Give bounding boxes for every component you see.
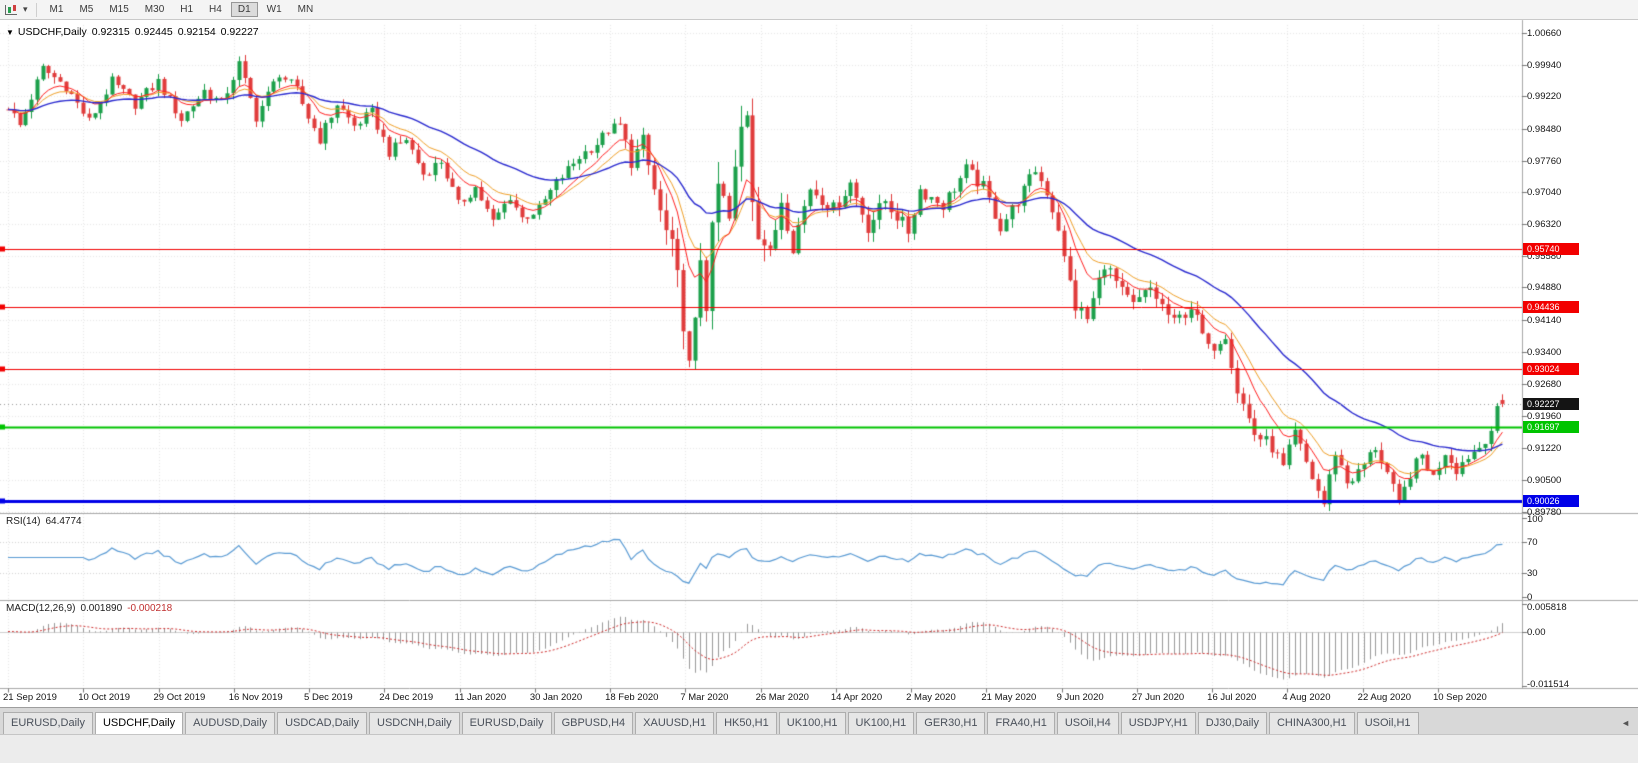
timeframe-button-w1[interactable]: W1: [266, 4, 282, 15]
timeframe-button-m5[interactable]: M5: [79, 4, 94, 15]
tab-ger30-h1[interactable]: GER30,H1: [916, 712, 986, 734]
timeframe-button-h4[interactable]: H4: [209, 4, 222, 15]
tab-dj30-daily[interactable]: DJ30,Daily: [1197, 712, 1267, 734]
toolbar-separator: [35, 2, 37, 17]
status-strip: [0, 734, 1638, 763]
tab-usdcad-daily[interactable]: USDCAD,Daily: [277, 712, 368, 734]
timeframe-button-d1[interactable]: D1: [230, 2, 258, 17]
chart-tabs-bar: EURUSD,Daily USDCHF,Daily AUDUSD,Daily USDC…: [0, 707, 1638, 734]
tab-uk100-h1[interactable]: UK100,H1: [847, 712, 915, 734]
tab-hk50-h1[interactable]: HK50,H1: [716, 712, 777, 734]
rsi-name: RSI(14): [6, 516, 41, 527]
macd-main-value: 0.001890: [80, 603, 123, 614]
tab-usdjpy-h1[interactable]: USDJPY,H1: [1120, 712, 1196, 734]
timeframe-toolbar: ▾ M1 M5 M15 M30 H1 H4 D1 W1 MN: [0, 0, 1638, 20]
tab-eurusd-daily[interactable]: EURUSD,Daily: [3, 712, 93, 734]
tab-fra40-h1[interactable]: FRA40,H1: [987, 712, 1055, 734]
tab-uk100-h1[interactable]: UK100,H1: [778, 712, 846, 734]
timeframe-button-group: M1 M5 M15 M30 H1 H4 D1 W1 MN: [42, 2, 322, 17]
rsi-value: 64.4774: [45, 516, 82, 527]
tab-xauusd-h1[interactable]: XAUUSD,H1: [635, 712, 715, 734]
macd-indicator-label: MACD(12,26,9) 0.001890 -0.000218: [6, 603, 172, 614]
ohlc-open-value: 0.92315: [91, 26, 130, 38]
timeframe-button-m30[interactable]: M30: [144, 4, 165, 15]
tab-gbpusd-h4[interactable]: GBPUSD,H4: [553, 712, 634, 734]
tab-usoil-h4[interactable]: USOil,H4: [1056, 712, 1119, 734]
tab-china300-h1[interactable]: CHINA300,H1: [1268, 712, 1355, 734]
tab-eurusd-daily[interactable]: EURUSD,Daily: [461, 712, 552, 734]
chart-type-dropdown-icon[interactable]: ▾: [23, 4, 28, 14]
ohlc-close-value: 0.92227: [220, 26, 259, 38]
timeframe-button-h1[interactable]: H1: [180, 4, 194, 15]
timeframe-button-mn[interactable]: MN: [297, 4, 314, 15]
rsi-indicator-label: RSI(14) 64.4774: [6, 516, 82, 527]
timeframe-button-m15[interactable]: M15: [109, 4, 129, 15]
chart-icon[interactable]: [4, 4, 18, 16]
macd-name: MACD(12,26,9): [6, 603, 76, 614]
tabs-scroll-button[interactable]: ◄: [1621, 718, 1630, 728]
ohlc-high-value: 0.92445: [134, 26, 173, 38]
tab-audusd-daily[interactable]: AUDUSD,Daily: [185, 712, 276, 734]
tab-usdcnh-daily[interactable]: USDCNH,Daily: [369, 712, 460, 734]
symbol-timeframe-label: USDCHF,Daily: [17, 26, 87, 38]
tab-usoil-h1[interactable]: USOil,H1: [1356, 712, 1419, 734]
ohlc-low-value: 0.92154: [177, 26, 216, 38]
one-click-trading-toggle-icon[interactable]: ▼: [6, 27, 14, 37]
timeframe-button-m1[interactable]: M1: [49, 4, 64, 15]
macd-signal-value: -0.000218: [127, 603, 173, 614]
tab-usdchf-daily[interactable]: USDCHF,Daily: [94, 712, 184, 734]
chart-title: ▼ USDCHF,Daily 0.92315 0.92445 0.92154 0…: [6, 26, 259, 38]
